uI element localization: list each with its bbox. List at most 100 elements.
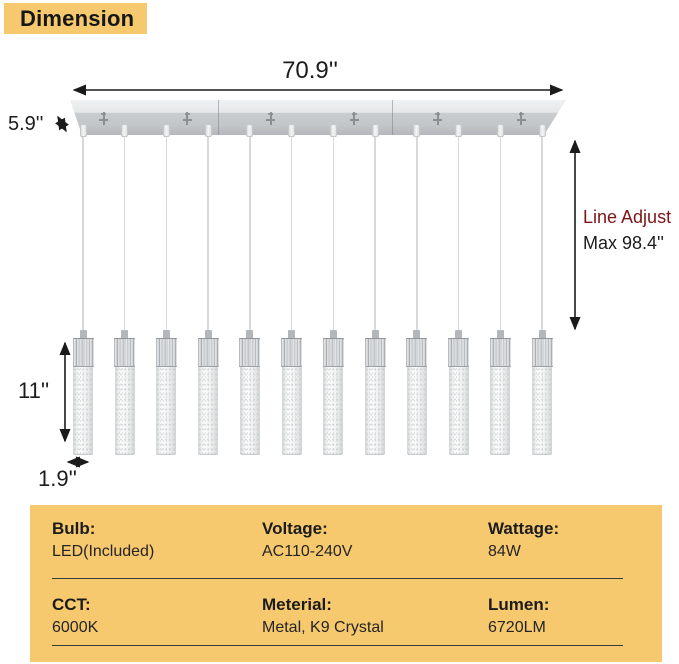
- spec-cell-cct: CCT: 6000K: [30, 579, 240, 662]
- screw-stem: [520, 112, 523, 125]
- pendant-connector: [413, 330, 421, 339]
- screw-stem: [353, 112, 356, 125]
- spec-value: 6000K: [52, 618, 99, 636]
- ceiling-canopy: [70, 100, 566, 135]
- pendant-diameter-label: 1.9'': [38, 466, 77, 491]
- pendant-connector: [538, 330, 546, 339]
- canopy-wire-connector: [246, 124, 254, 137]
- pendant-connector: [204, 330, 212, 339]
- screw-icon: [349, 112, 359, 125]
- spec-cell-lumen: Lumen: 6720LM: [466, 579, 662, 662]
- pendant-cap: [322, 338, 344, 367]
- screw-bar: [266, 119, 276, 121]
- spec-label: Bulb:: [52, 519, 96, 538]
- pendant-connector: [371, 330, 379, 339]
- canopy-wire-connector: [496, 124, 504, 137]
- spec-label: Wattage:: [488, 519, 560, 538]
- pendant-connector: [162, 330, 170, 339]
- pendant-crystal-body: [365, 367, 386, 455]
- canopy-depth-label: 5.9'': [8, 113, 44, 135]
- pendant-cap: [281, 338, 303, 367]
- pendant-cap: [448, 338, 470, 367]
- spec-label: Meterial:: [262, 595, 332, 614]
- pendant-connector: [121, 330, 129, 339]
- screw-icon: [516, 112, 526, 125]
- screw-bar: [349, 119, 359, 121]
- spec-value: 6720LM: [488, 618, 546, 636]
- pendant-cap: [72, 338, 94, 367]
- pendant-light: [281, 330, 303, 455]
- pendant-light: [72, 330, 94, 455]
- screw-icon: [99, 112, 109, 125]
- pendant-connector: [329, 330, 337, 339]
- canopy-wire-connector: [121, 124, 129, 137]
- canopy-width-label: 70.9'': [282, 57, 338, 84]
- canopy-wire-connector: [288, 124, 296, 137]
- pendant-wire: [82, 135, 84, 335]
- pendant-light: [531, 330, 553, 455]
- pendant-crystal-body: [198, 367, 219, 455]
- pendant-wire: [249, 135, 251, 335]
- spec-value: 84W: [488, 542, 521, 560]
- screw-icon: [182, 112, 192, 125]
- pendant-light: [322, 330, 344, 455]
- pendant-light: [406, 330, 428, 455]
- screw-bar: [516, 119, 526, 121]
- line-adjust-max-label: Max 98.4'': [583, 233, 664, 253]
- pendant-light: [239, 330, 261, 455]
- screw-bar: [433, 119, 443, 121]
- spec-label: Lumen:: [488, 595, 550, 614]
- pendant-light: [114, 330, 136, 455]
- pendant-connector: [496, 330, 504, 339]
- spec-value: Metal, K9 Crystal: [262, 618, 384, 636]
- pendant-cap: [114, 338, 136, 367]
- canopy-seam: [392, 100, 393, 135]
- spec-table: Bulb: LED(Included) Voltage: AC110-240V …: [30, 505, 662, 662]
- pendant-connector: [288, 330, 296, 339]
- pendant-connector: [79, 330, 87, 339]
- pendant-connector: [246, 330, 254, 339]
- pendant-cap: [406, 338, 428, 367]
- canopy-seam: [218, 100, 219, 135]
- canopy-wire-connector: [538, 124, 546, 137]
- pendant-light: [155, 330, 177, 455]
- pendant-crystal-body: [323, 367, 344, 455]
- page-title: Dimension: [4, 3, 147, 34]
- canopy-wire-connector: [413, 124, 421, 137]
- pendant-crystal-body: [406, 367, 427, 455]
- screw-stem: [269, 112, 272, 125]
- spec-cell-wattage: Wattage: 84W: [466, 505, 662, 579]
- pendant-wire: [165, 135, 168, 335]
- pendant-crystal-body: [239, 367, 260, 455]
- screw-icon: [433, 112, 443, 125]
- pendant-crystal-body: [114, 367, 135, 455]
- pendant-wire: [290, 135, 293, 335]
- depth-arrow: [55, 115, 69, 133]
- pendant-wire: [416, 135, 418, 335]
- canopy-wire-connector: [329, 124, 337, 137]
- pendant-wire: [207, 135, 209, 335]
- table-divider: [52, 645, 623, 646]
- table-divider: [52, 578, 623, 579]
- spec-cell-material: Meterial: Metal, K9 Crystal: [240, 579, 466, 662]
- pendant-light: [364, 330, 386, 455]
- canopy-wire-connector: [455, 124, 463, 137]
- line-adjust-label: Line Adjust: [583, 207, 672, 227]
- spec-value: LED(Included): [52, 542, 155, 560]
- screw-stem: [102, 112, 105, 125]
- pendant-cap: [531, 338, 553, 367]
- screw-stem: [436, 112, 439, 125]
- canopy-wire-connector: [371, 124, 379, 137]
- spec-cell-bulb: Bulb: LED(Included): [30, 505, 240, 579]
- spec-cell-voltage: Voltage: AC110-240V: [240, 505, 466, 579]
- pendant-cap: [197, 338, 219, 367]
- canopy-wire-connector: [204, 124, 212, 137]
- pendant-crystal-body: [156, 367, 177, 455]
- pendant-crystal-body: [448, 367, 469, 455]
- pendant-height-label: 11'': [18, 378, 50, 403]
- screw-bar: [182, 119, 192, 121]
- pendant-cap: [239, 338, 261, 367]
- pendant-wire: [332, 135, 335, 335]
- spec-label: Voltage:: [262, 519, 328, 538]
